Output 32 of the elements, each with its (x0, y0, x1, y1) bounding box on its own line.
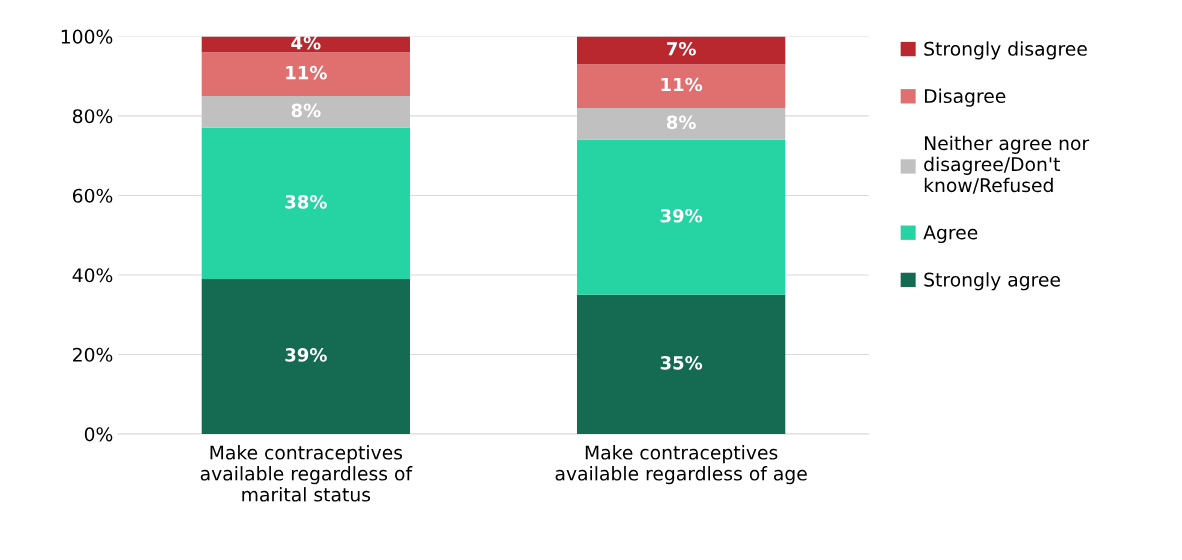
y-tick-label: 20% (73, 347, 113, 362)
y-tick-label: 40% (72, 268, 113, 283)
y-tick-label: 100% (61, 29, 113, 44)
data-label: 35% (660, 356, 703, 370)
legend-label: Neither agree nor disagree/Don't know/Refused (924, 135, 1090, 194)
data-label: 11% (286, 65, 327, 80)
data-label: 8% (666, 115, 696, 130)
bar (576, 294, 786, 434)
x-tick-label: Make contraceptives available regardless of marital status (200, 445, 413, 502)
legend-label: Strongly disagree (924, 41, 1087, 60)
bar (201, 127, 410, 279)
data-label: 4% (291, 35, 321, 50)
legend-label: Disagree (925, 88, 1006, 107)
legend-label: Agree (923, 225, 978, 244)
data-label: 38% (285, 194, 327, 209)
x-tick-label: Make contraceptives available regardless of age (555, 445, 807, 485)
legend-label: Strongly agree (924, 272, 1060, 291)
bar (576, 107, 786, 140)
bar (201, 96, 410, 128)
data-label: 11% (661, 77, 703, 92)
y-tick-label: 0% (84, 427, 113, 442)
data-label: 39% (285, 348, 327, 362)
data-label: 7% (667, 41, 696, 56)
bar (576, 139, 786, 295)
data-label: 39% (660, 208, 703, 223)
bar (201, 278, 410, 434)
y-tick-label: 60% (72, 188, 113, 203)
bar (576, 64, 786, 108)
bar (201, 52, 410, 97)
data-label: 8% (291, 103, 321, 118)
y-tick-label: 80% (72, 109, 113, 124)
bar (576, 36, 786, 65)
